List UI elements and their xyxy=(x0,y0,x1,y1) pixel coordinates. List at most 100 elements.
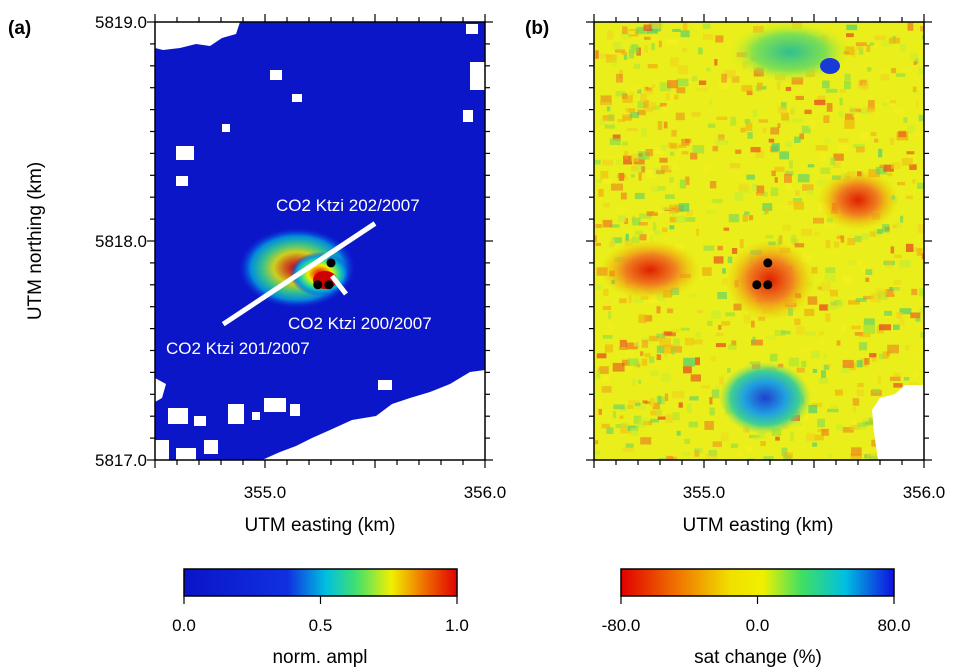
well-marker xyxy=(324,280,334,290)
texture-speckle xyxy=(720,432,729,442)
well-label-200: CO2 Ktzi 200/2007 xyxy=(288,314,432,333)
texture-speckle xyxy=(613,404,625,410)
panel-b-blue-patch-south xyxy=(719,362,811,434)
texture-speckle xyxy=(606,37,615,43)
texture-speckle xyxy=(777,123,781,128)
texture-speckle xyxy=(856,360,863,368)
well-marker xyxy=(752,280,762,290)
panel-b-wells xyxy=(752,258,773,290)
texture-speckle xyxy=(665,455,674,460)
texture-speckle xyxy=(903,377,910,381)
texture-speckle xyxy=(823,364,830,370)
texture-speckle xyxy=(833,162,841,168)
texture-speckle xyxy=(598,408,602,415)
texture-speckle xyxy=(883,164,894,172)
texture-speckle xyxy=(874,138,879,143)
texture-speckle xyxy=(653,146,660,154)
texture-speckle xyxy=(724,69,736,79)
texture-speckle xyxy=(606,106,611,112)
texture-speckle xyxy=(837,144,849,152)
texture-speckle xyxy=(792,118,804,123)
texture-speckle xyxy=(784,452,793,459)
texture-speckle xyxy=(659,396,665,405)
texture-speckle xyxy=(694,447,703,453)
texture-speckle xyxy=(875,166,887,175)
texture-speckle xyxy=(689,396,699,401)
texture-speckle xyxy=(855,42,867,46)
texture-speckle xyxy=(852,398,860,406)
texture-speckle xyxy=(844,120,855,129)
texture-speckle xyxy=(682,48,687,52)
texture-speckle xyxy=(811,267,818,274)
texture-speckle xyxy=(890,162,901,169)
texture-speckle xyxy=(915,99,919,108)
texture-speckle xyxy=(664,393,669,402)
texture-speckle xyxy=(718,134,725,141)
texture-speckle xyxy=(862,233,869,240)
texture-speckle xyxy=(715,332,724,337)
texture-speckle xyxy=(919,348,924,352)
texture-speckle xyxy=(707,320,713,326)
texture-speckle xyxy=(670,151,675,156)
texture-speckle xyxy=(632,217,641,226)
texture-speckle xyxy=(882,102,889,106)
texture-speckle xyxy=(919,288,924,297)
texture-speckle xyxy=(818,338,825,345)
texture-speckle xyxy=(851,420,857,425)
texture-speckle xyxy=(838,138,849,143)
texture-speckle xyxy=(599,53,612,59)
texture-speckle xyxy=(627,425,639,431)
texture-speckle xyxy=(785,183,793,191)
texture-speckle xyxy=(859,333,871,338)
texture-speckle xyxy=(806,433,815,442)
texture-speckle xyxy=(907,22,914,31)
texture-speckle xyxy=(739,187,751,194)
texture-speckle xyxy=(602,335,613,339)
texture-speckle xyxy=(600,95,612,103)
texture-speckle xyxy=(889,137,895,145)
texture-speckle xyxy=(664,352,668,358)
texture-speckle xyxy=(687,74,692,84)
texture-speckle xyxy=(734,192,744,201)
texture-speckle xyxy=(657,416,666,420)
colorbar-tick-label: 80.0 xyxy=(877,616,910,635)
texture-speckle xyxy=(776,81,781,90)
texture-speckle xyxy=(784,173,792,183)
texture-speckle xyxy=(817,286,822,290)
y-tick-label: 5817.0 xyxy=(95,451,147,470)
panel-b-map xyxy=(594,22,924,460)
panel-b-red-patch-west xyxy=(600,240,700,300)
texture-speckle xyxy=(659,82,671,92)
texture-speckle xyxy=(869,353,877,358)
texture-speckle xyxy=(771,170,776,177)
texture-speckle xyxy=(607,30,614,40)
colorbar-a-ticks: 0.0 0.5 1.0 xyxy=(172,596,469,635)
x-tick-label: 355.0 xyxy=(244,483,287,502)
texture-speckle xyxy=(748,215,754,221)
texture-speckle xyxy=(622,114,632,121)
texture-speckle xyxy=(626,351,635,357)
texture-speckle xyxy=(670,57,679,67)
texture-speckle xyxy=(596,284,602,290)
texture-speckle xyxy=(707,123,716,128)
texture-speckle xyxy=(662,332,666,339)
texture-speckle xyxy=(820,167,831,174)
texture-speckle xyxy=(678,402,683,408)
well-marker xyxy=(763,258,773,268)
texture-speckle xyxy=(721,73,727,83)
texture-speckle xyxy=(823,115,830,123)
texture-speckle xyxy=(624,150,629,160)
texture-speckle xyxy=(866,44,871,52)
texture-speckle xyxy=(765,207,769,214)
x-tick-label: 355.0 xyxy=(683,483,726,502)
texture-speckle xyxy=(667,308,674,314)
texture-speckle xyxy=(898,130,907,138)
texture-speckle xyxy=(641,339,649,348)
texture-speckle xyxy=(710,356,716,362)
texture-speckle xyxy=(715,35,724,43)
texture-speckle xyxy=(603,288,609,296)
texture-speckle xyxy=(656,409,662,416)
texture-speckle xyxy=(672,391,685,399)
texture-speckle xyxy=(629,91,635,97)
texture-speckle xyxy=(691,112,701,117)
